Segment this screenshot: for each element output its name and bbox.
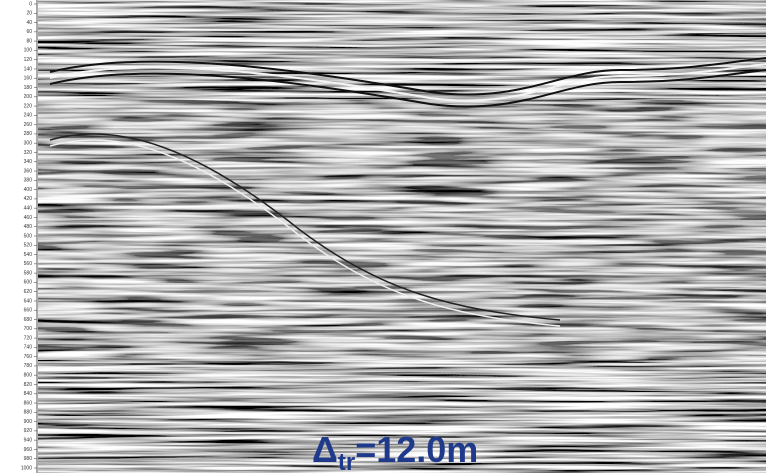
section-image bbox=[38, 0, 766, 473]
y-tick-label: 80 bbox=[26, 38, 32, 44]
subscript: tr bbox=[338, 449, 355, 473]
spacing-value: =12.0m bbox=[355, 429, 478, 470]
y-tick-label: 980 bbox=[24, 456, 33, 462]
y-tick-label: 40 bbox=[26, 20, 32, 26]
y-tick-label: 580 bbox=[24, 270, 33, 276]
y-tick-label: 820 bbox=[24, 382, 33, 388]
y-axis: 0 20 40 60 80 100 120 140 160 180 200 220 240 260 280 3… bbox=[21, 1, 37, 471]
y-tick-label: 280 bbox=[24, 131, 33, 137]
y-tick-label: 1000 bbox=[21, 465, 32, 471]
y-tick-label: 460 bbox=[24, 215, 33, 221]
y-tick-label: 900 bbox=[24, 419, 33, 425]
y-tick-label: 760 bbox=[24, 354, 33, 360]
reflector bbox=[49, 69, 766, 108]
y-tick-label: 360 bbox=[24, 168, 33, 174]
y-tick-label: 60 bbox=[26, 29, 32, 35]
y-tick-label: 300 bbox=[24, 141, 33, 147]
y-tick-label: 800 bbox=[24, 373, 33, 379]
y-tick-label: 740 bbox=[24, 345, 33, 351]
y-tick-label: 240 bbox=[24, 113, 33, 119]
y-tick-label: 260 bbox=[24, 122, 33, 128]
y-tick-label: 600 bbox=[24, 280, 33, 286]
y-tick-label: 220 bbox=[24, 103, 33, 109]
y-tick-label: 180 bbox=[24, 85, 33, 91]
y-tick-label: 340 bbox=[24, 159, 33, 165]
y-tick-label: 560 bbox=[24, 261, 33, 267]
y-tick-label: 720 bbox=[24, 335, 33, 341]
reflectors bbox=[49, 57, 766, 327]
y-tick-label: 780 bbox=[24, 363, 33, 369]
y-tick-label: 860 bbox=[24, 400, 33, 406]
reflector bbox=[49, 63, 766, 102]
reflector bbox=[49, 139, 561, 327]
y-tick-label: 840 bbox=[24, 391, 33, 397]
trace-spacing-label: Δtr=12.0m bbox=[312, 429, 478, 473]
y-tick-label: 380 bbox=[24, 178, 33, 184]
y-tick-label: 520 bbox=[24, 243, 33, 249]
reflector-texture bbox=[38, 100, 766, 360]
y-tick-label: 500 bbox=[24, 233, 33, 239]
y-tick-label: 660 bbox=[24, 308, 33, 314]
y-tick-label: 960 bbox=[24, 447, 33, 453]
y-tick-label: 940 bbox=[24, 437, 33, 443]
reflector bbox=[49, 133, 561, 321]
axis-panel bbox=[0, 0, 38, 473]
delta-symbol: Δ bbox=[312, 429, 338, 470]
y-tick-label: 620 bbox=[24, 289, 33, 295]
reflector bbox=[49, 57, 766, 96]
y-tick-label: 480 bbox=[24, 224, 33, 230]
y-tick-label: 640 bbox=[24, 298, 33, 304]
y-tick-label: 680 bbox=[24, 317, 33, 323]
y-tick-label: 400 bbox=[24, 187, 33, 193]
y-tick-label: 120 bbox=[24, 57, 33, 63]
y-tick-label: 0 bbox=[29, 1, 32, 7]
y-tick-label: 880 bbox=[24, 410, 33, 416]
y-tick-label: 160 bbox=[24, 76, 33, 82]
y-tick-label: 320 bbox=[24, 150, 33, 156]
y-tick-label: 200 bbox=[24, 94, 33, 100]
y-tick-label: 140 bbox=[24, 66, 33, 72]
y-tick-label: 700 bbox=[24, 326, 33, 332]
y-tick-label: 100 bbox=[24, 48, 33, 54]
y-tick-label: 420 bbox=[24, 196, 33, 202]
y-tick-label: 540 bbox=[24, 252, 33, 258]
y-tick-label: 440 bbox=[24, 205, 33, 211]
y-tick-label: 20 bbox=[26, 11, 32, 17]
y-tick-label: 920 bbox=[24, 428, 33, 434]
